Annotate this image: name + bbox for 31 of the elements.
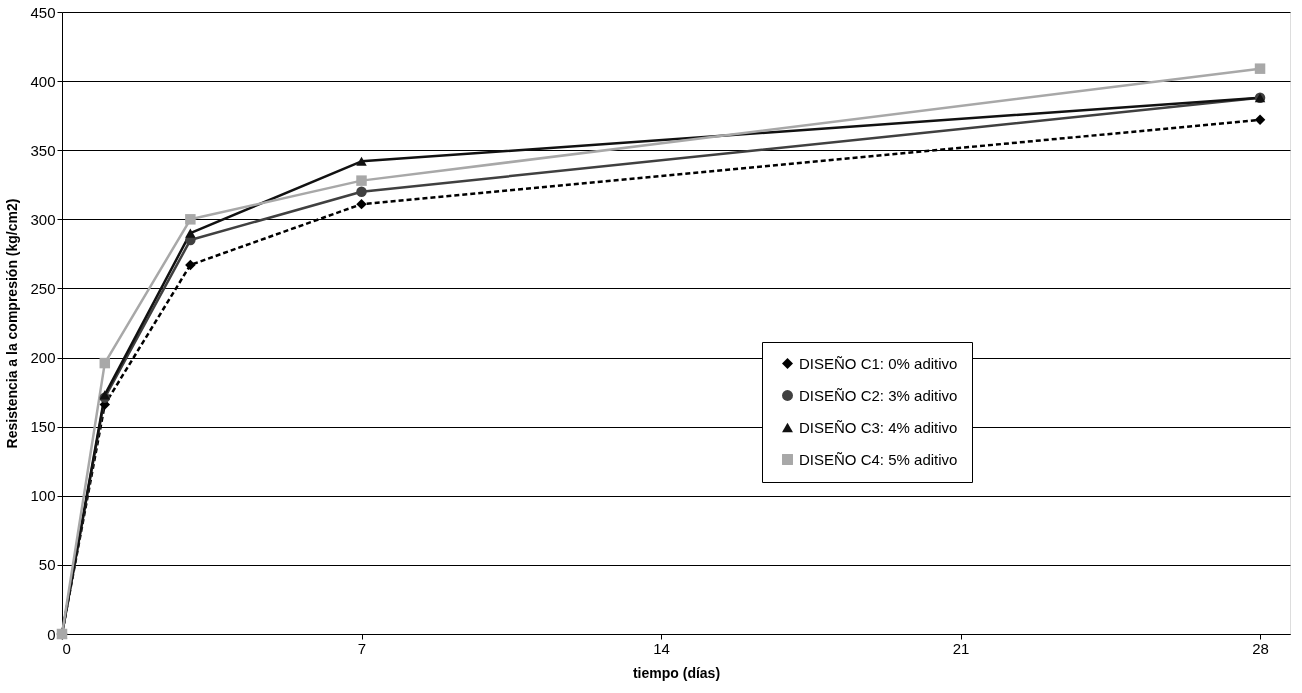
point [1254, 114, 1266, 126]
point [356, 186, 367, 197]
point [356, 198, 367, 210]
legend-label: DISEÑO C3: 4% aditivo [799, 418, 958, 436]
point [1254, 63, 1266, 74]
y-tick-label: 200 [30, 349, 56, 367]
y-tick-label: 400 [30, 72, 56, 90]
y-tick-label: 450 [30, 3, 56, 21]
y-tick-label: 50 [38, 556, 56, 574]
point [356, 156, 367, 166]
legend-label: DISEÑO C1: 0% aditivo [799, 354, 958, 372]
x-axis-title: tiempo (días) [632, 664, 721, 681]
y-axis-title: Resistencia a la compresión (kg/cm2) [4, 198, 21, 449]
point [99, 357, 111, 369]
x-tick-label: 21 [952, 639, 970, 657]
x-tick-label: 14 [653, 639, 670, 657]
legend-label: DISEÑO C4: 5% aditivo [799, 450, 958, 468]
x-tick-label: 7 [357, 639, 367, 657]
y-tick-label: 150 [30, 418, 56, 436]
y-tick-label: 250 [30, 279, 56, 297]
y-tick-label: 300 [30, 210, 56, 228]
y-tick-label: 350 [30, 141, 56, 159]
point [356, 175, 367, 186]
point [185, 259, 196, 271]
y-tick-label: 0 [47, 625, 56, 643]
x-tick-label: 0 [62, 639, 71, 657]
x-tick-label: 28 [1252, 639, 1269, 657]
legend-label: DISEÑO C2: 3% aditivo [799, 386, 958, 404]
point [185, 228, 196, 238]
y-tick-label: 100 [30, 487, 56, 505]
point [185, 214, 196, 225]
